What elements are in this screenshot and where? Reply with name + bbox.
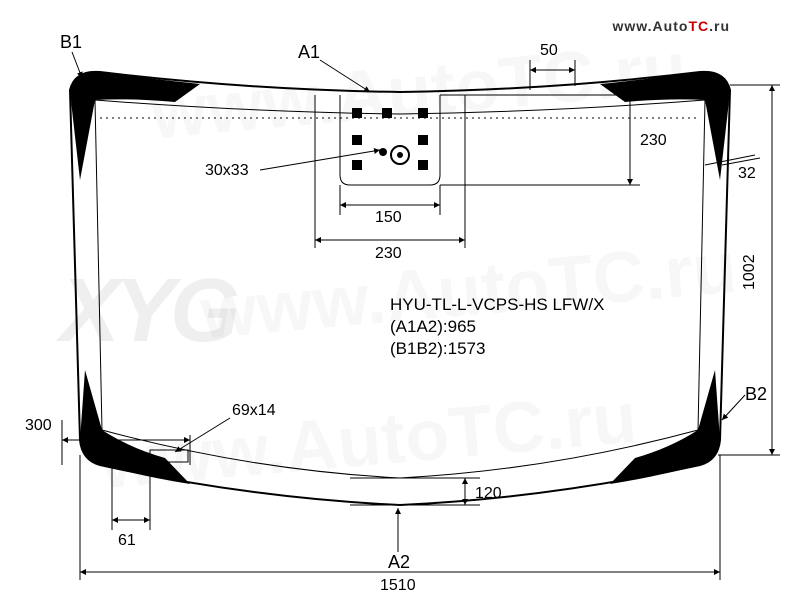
dim-120: 120: [350, 478, 502, 505]
part-code: HYU-TL-L-VCPS-HS LFW/X: [390, 295, 604, 314]
svg-text:230: 230: [640, 132, 667, 149]
svg-text:1510: 1510: [380, 577, 416, 594]
dim-230w: 230: [315, 95, 465, 262]
part-a1a2: (A1A2):965: [390, 317, 476, 336]
label-b1: B1: [60, 32, 82, 52]
svg-text:230: 230: [375, 245, 402, 262]
svg-text:30x33: 30x33: [205, 162, 249, 179]
label-a2: A2: [388, 552, 410, 572]
sensor-housing: [340, 95, 440, 185]
svg-text:32: 32: [738, 165, 756, 182]
dim-32: 32: [705, 155, 760, 182]
label-b2: B2: [745, 384, 767, 404]
windshield-diagram: B1 A1 B2 A2 50 230 32 1002 30x33: [0, 0, 800, 600]
dim-50: 50: [530, 42, 575, 90]
svg-text:150: 150: [375, 209, 402, 226]
part-b1b2: (B1B2):1573: [390, 339, 485, 358]
corner-bottom-right: [610, 370, 720, 484]
svg-text:69x14: 69x14: [232, 402, 276, 419]
corner-top-left: [70, 72, 200, 180]
svg-text:300: 300: [25, 417, 52, 434]
svg-text:61: 61: [118, 532, 136, 549]
dim-150: 150: [340, 185, 440, 226]
dim-230: 230: [440, 95, 667, 185]
corner-bottom-left: [80, 370, 190, 484]
label-a1: A1: [298, 42, 320, 62]
svg-text:50: 50: [540, 42, 558, 59]
svg-text:1002: 1002: [741, 254, 758, 290]
svg-text:120: 120: [475, 485, 502, 502]
